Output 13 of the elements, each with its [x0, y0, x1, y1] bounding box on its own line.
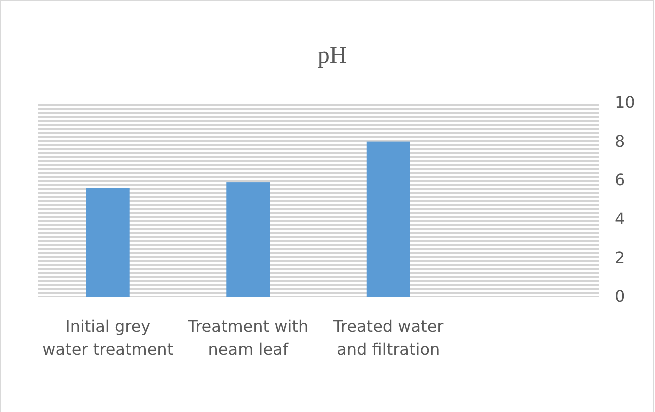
chart-title: pH	[318, 43, 348, 69]
y-tick-label: 0	[615, 287, 626, 306]
y-tick-label: 4	[615, 210, 626, 229]
y-tick-label: 6	[615, 170, 626, 190]
bar	[226, 182, 270, 297]
bar	[86, 188, 130, 297]
bar	[366, 142, 410, 297]
y-tick-label: 10	[615, 93, 636, 112]
x-tick-label: Initial grey water treatment	[42, 317, 174, 359]
y-tick-label: 2	[615, 248, 626, 268]
x-tick-label: Treatment with neam leaf	[187, 317, 309, 359]
x-tick-label: Treated water and filtration	[332, 317, 444, 359]
y-tick-label: 8	[615, 132, 626, 151]
